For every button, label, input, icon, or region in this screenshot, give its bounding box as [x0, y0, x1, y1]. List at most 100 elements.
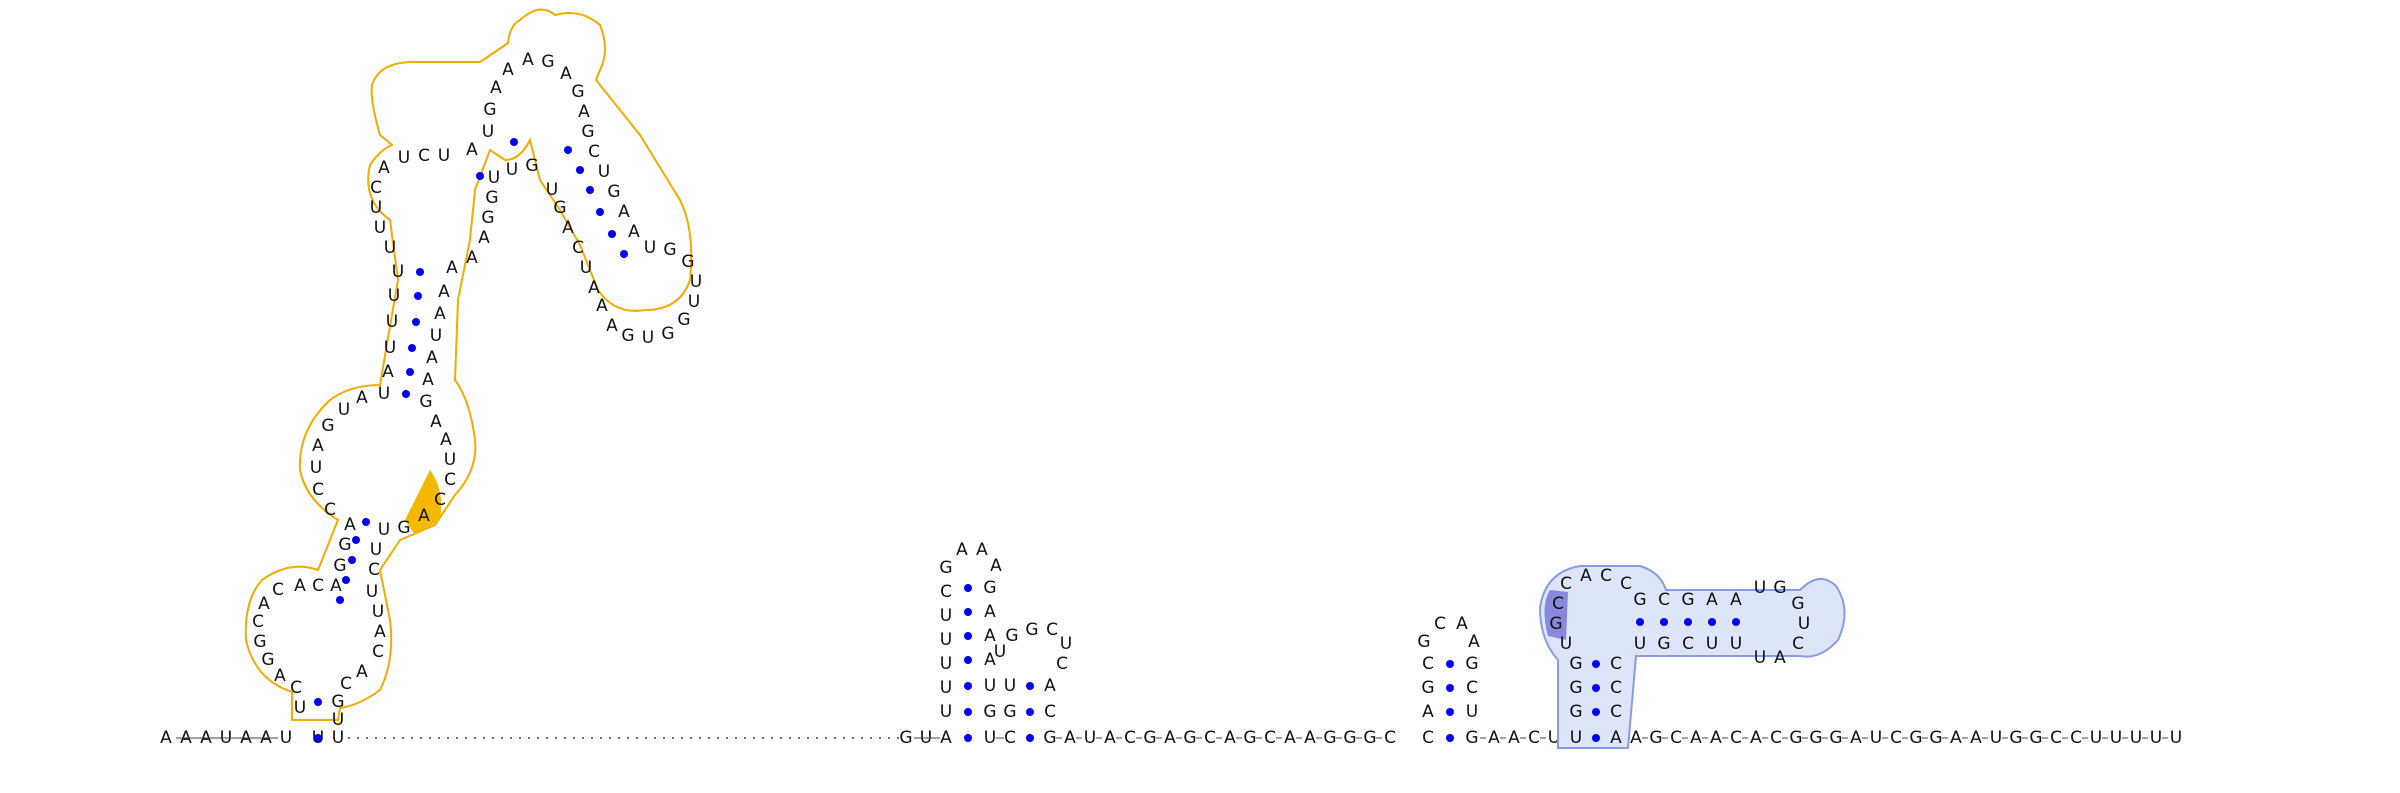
nt: A: [560, 64, 572, 84]
nt: U: [384, 338, 396, 358]
nt: C: [940, 582, 952, 602]
nt: G: [1909, 728, 1922, 748]
nt: G: [1633, 590, 1646, 610]
nt: A: [258, 594, 270, 614]
nt: A: [628, 222, 640, 242]
nt: G: [571, 82, 584, 102]
nt: G: [483, 100, 496, 120]
nt: G: [1549, 614, 1562, 634]
nt: G: [1421, 678, 1434, 698]
nt: U: [2090, 728, 2102, 748]
nt: C: [340, 674, 352, 694]
nt: A: [426, 348, 438, 368]
nt: A: [440, 430, 452, 450]
nt: A: [478, 228, 490, 248]
nt: U: [332, 710, 344, 730]
nt: A: [378, 158, 390, 178]
nt: C: [1384, 728, 1396, 748]
nt: C: [1560, 574, 1572, 594]
nt: A: [990, 556, 1002, 576]
nt: U: [1084, 728, 1096, 748]
nt: C: [252, 612, 264, 632]
domain-3-outline: [1538, 565, 1846, 749]
nt: A: [1508, 728, 1520, 748]
nt: U: [294, 698, 306, 718]
nt: G: [485, 188, 498, 208]
nt: U: [2110, 728, 2122, 748]
nt: U: [2130, 728, 2142, 748]
nt: C: [272, 580, 284, 600]
nt: U: [940, 678, 952, 698]
nt: A: [374, 622, 386, 642]
nt: A: [1710, 728, 1722, 748]
nt: A: [1610, 728, 1622, 748]
nt: A: [1456, 614, 1468, 634]
nt: G: [939, 558, 952, 578]
nt: G: [1043, 728, 1056, 748]
nt: C: [1434, 614, 1446, 634]
nt: A: [984, 650, 996, 670]
nt: G: [2029, 728, 2042, 748]
nt: G: [1809, 728, 1822, 748]
domain-2-hairpins: G U A U U U U U C G A A A G A A A U G U …: [899, 540, 1072, 748]
nt: A: [1164, 728, 1176, 748]
nt: U: [384, 238, 396, 258]
nt: A: [522, 50, 534, 70]
nt: A: [956, 540, 968, 560]
nt: G: [607, 182, 620, 202]
nt: G: [1649, 728, 1662, 748]
nt: A: [1064, 728, 1076, 748]
nt: U: [1730, 634, 1742, 654]
nt: A: [382, 362, 394, 382]
nt: G: [333, 556, 346, 576]
nt: U: [444, 450, 456, 470]
nt: G: [1417, 632, 1430, 652]
nt: C: [588, 142, 600, 162]
nt: U: [688, 292, 700, 312]
nt: C: [434, 490, 446, 510]
nt: C: [1204, 728, 1216, 748]
nt: A: [1580, 566, 1592, 586]
nt: C: [312, 576, 324, 596]
nt: A: [1488, 728, 1500, 748]
nt: U: [506, 160, 518, 180]
nt: C: [1670, 728, 1682, 748]
nt: C: [1620, 574, 1632, 594]
nt: A: [356, 388, 368, 408]
nt: G: [581, 122, 594, 142]
nt: U: [370, 540, 382, 560]
nt: C: [1044, 702, 1056, 722]
nt: A: [160, 728, 172, 748]
nt: A: [976, 540, 988, 560]
nt: G: [481, 208, 494, 228]
nt: G: [1569, 678, 1582, 698]
nt: U: [366, 582, 378, 602]
nt: G: [1343, 728, 1356, 748]
nt: G: [1323, 728, 1336, 748]
nt: G: [1183, 728, 1196, 748]
nt: U: [1990, 728, 2002, 748]
nt: A: [466, 248, 478, 268]
mid-strand: G A U A C G A G C A G C A A G G G C: [1043, 728, 1396, 748]
nt: U: [1634, 634, 1646, 654]
nt: C: [1046, 620, 1058, 640]
nt: A: [1284, 728, 1296, 748]
nt: U: [310, 458, 322, 478]
nt: C: [1890, 728, 1902, 748]
nt: G: [541, 52, 554, 72]
nt: C: [372, 642, 384, 662]
nt: G: [397, 518, 410, 538]
nt: A: [1850, 728, 1862, 748]
nt: C: [1610, 702, 1622, 722]
nt: G: [681, 252, 694, 272]
nt: A: [1970, 728, 1982, 748]
nt: A: [984, 626, 996, 646]
nt: A: [1224, 728, 1236, 748]
nt: U: [398, 148, 410, 168]
nt: A: [1750, 728, 1762, 748]
nt: A: [434, 304, 446, 324]
nt: U: [940, 606, 952, 626]
nt: A: [1104, 728, 1116, 748]
hairpin-3: C A G C G C A A G C U G A A C U: [1417, 614, 1560, 748]
